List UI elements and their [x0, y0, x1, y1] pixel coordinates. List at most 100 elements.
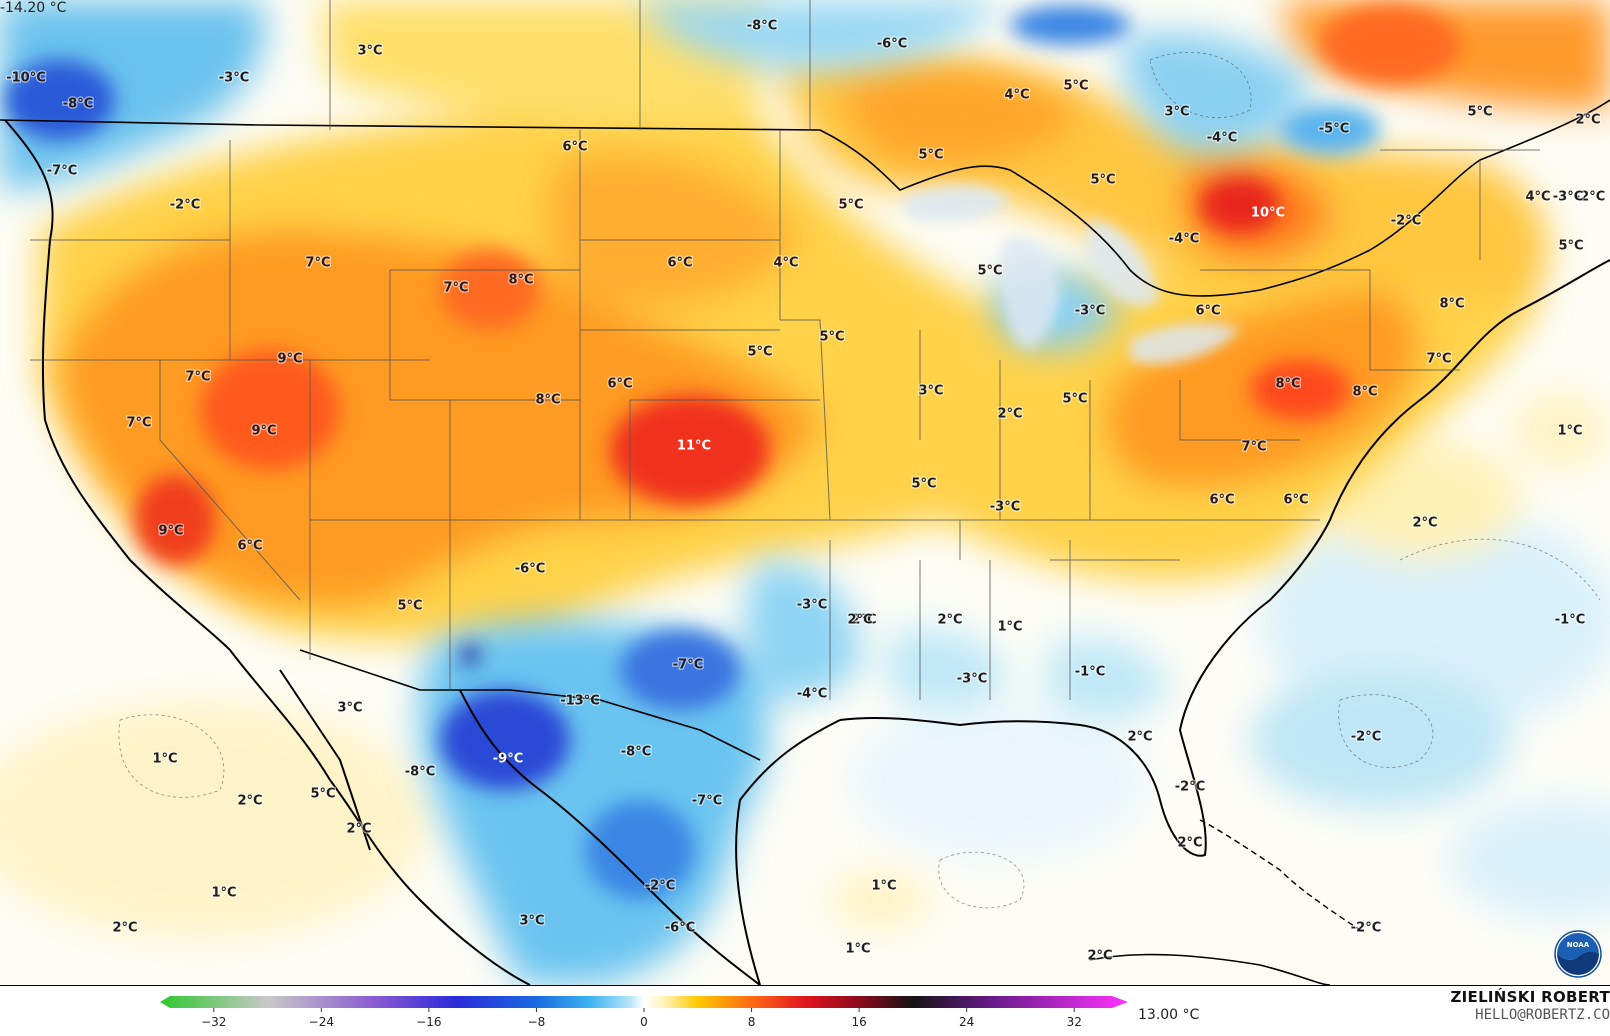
anomaly-label: -2°C: [1575, 190, 1605, 205]
anomaly-label: 1°C: [845, 942, 870, 957]
anomaly-label: 8°C: [1439, 297, 1464, 312]
anomaly-label: -5°C: [1319, 122, 1349, 137]
temperature-anomaly-map: 3°C -8°C -6°C -10°C -8°C -3°C -7°C -2°C …: [0, 0, 1610, 985]
anomaly-label: 6°C: [237, 539, 262, 554]
noaa-logo-icon: NOAA: [1554, 930, 1602, 978]
anomaly-label: 9°C: [277, 352, 302, 367]
anomaly-label: -8°C: [621, 745, 651, 760]
anomaly-label: -2°C: [1175, 780, 1205, 795]
credit-name: ZIELIŃSKI ROBERT: [1450, 988, 1610, 1006]
credit-email: HELLO@ROBERTZ.CO: [1475, 1007, 1610, 1023]
anomaly-label: -6°C: [515, 562, 545, 577]
colorbar-tick-label: 8: [748, 1015, 756, 1029]
anomaly-label: 2°C: [1177, 836, 1202, 851]
anomaly-label: 3°C: [357, 44, 382, 59]
anomaly-label: 7°C: [1426, 352, 1451, 367]
anomaly-label: 7°C: [126, 416, 151, 431]
anomaly-label: 6°C: [562, 140, 587, 155]
anomaly-label: -2°C: [1351, 730, 1381, 745]
anomaly-labels: 3°C -8°C -6°C -10°C -8°C -3°C -7°C -2°C …: [5, 17, 1607, 965]
colorbar-tick-label: −8: [528, 1015, 546, 1029]
anomaly-label: 9°C: [251, 424, 276, 439]
anomaly-label: 2°C: [847, 613, 872, 628]
anomaly-label: 8°C: [1275, 377, 1300, 392]
contour-lines: [118, 52, 1601, 909]
colorbar-ramp: [160, 996, 1128, 1008]
anomaly-label: 3°C: [1164, 105, 1189, 120]
anomaly-label: -2°C: [645, 879, 675, 894]
anomaly-label: -3°C: [797, 598, 827, 613]
anomaly-label: 10°C: [1251, 206, 1285, 221]
anomaly-label: -8°C: [747, 19, 777, 34]
anomaly-label: 2°C: [1575, 113, 1600, 128]
anomaly-label: 7°C: [185, 370, 210, 385]
anomaly-label: 7°C: [1241, 440, 1266, 455]
anomaly-label: 5°C: [1062, 392, 1087, 407]
anomaly-label: -6°C: [665, 921, 695, 936]
anomaly-label: 7°C: [443, 281, 468, 296]
anomaly-label: 7°C: [305, 256, 330, 271]
anomaly-label: 4°C: [1525, 190, 1550, 205]
colorbar-tick-label: −16: [416, 1015, 441, 1029]
anomaly-label: 5°C: [838, 198, 863, 213]
anomaly-label: 2°C: [851, 613, 876, 628]
anomaly-label: 6°C: [1283, 493, 1308, 508]
anomaly-label: -3°C: [990, 500, 1020, 515]
anomaly-label: 9°C: [158, 524, 183, 539]
colorbar-tick-label: −32: [201, 1015, 226, 1029]
anomaly-label: 5°C: [1090, 173, 1115, 188]
anomaly-label: 5°C: [977, 264, 1002, 279]
colorbar-tick-label: −24: [309, 1015, 334, 1029]
anomaly-label: -1°C: [1555, 613, 1585, 628]
anomaly-label: 6°C: [607, 377, 632, 392]
state-boundaries: [30, 0, 1540, 700]
anomaly-label: -3°C: [219, 71, 249, 86]
colorbar-tick-label: 24: [959, 1015, 974, 1029]
coastlines: [0, 99, 1610, 985]
anomaly-label: -3°C: [1075, 304, 1105, 319]
noaa-logo-text: NOAA: [1567, 941, 1590, 949]
anomaly-label: -2°C: [170, 198, 200, 213]
anomaly-label: 11°C: [677, 439, 711, 454]
anomaly-label: 5°C: [397, 599, 422, 614]
colorbar-min-label: -14.20 °C: [0, 0, 67, 16]
anomaly-label: -7°C: [692, 794, 722, 809]
anomaly-label: 2°C: [1087, 949, 1112, 964]
anomaly-label: -2°C: [1391, 214, 1421, 229]
anomaly-label: 1°C: [211, 886, 236, 901]
anomaly-label: 6°C: [667, 256, 692, 271]
anomaly-label: 5°C: [1558, 239, 1583, 254]
anomaly-label: -3°C: [957, 672, 987, 687]
anomaly-label: 8°C: [535, 393, 560, 408]
anomaly-label: 5°C: [747, 345, 772, 360]
anomaly-label: -9°C: [493, 752, 523, 767]
anomaly-label: 6°C: [1195, 304, 1220, 319]
anomaly-label: 1°C: [871, 879, 896, 894]
anomaly-label: 8°C: [1352, 385, 1377, 400]
colorbar-ticks: −32 −24 −16 −8 0 8 16 24 32: [201, 1008, 1082, 1029]
anomaly-label: 3°C: [519, 914, 544, 929]
anomaly-label: -4°C: [1169, 232, 1199, 247]
anomaly-label: -1°C: [1075, 665, 1105, 680]
anomaly-label: 2°C: [346, 822, 371, 837]
anomaly-label: -6°C: [877, 37, 907, 52]
anomaly-label: -8°C: [405, 765, 435, 780]
colorbar: −32 −24 −16 −8 0 8 16 24 32: [160, 996, 1128, 1029]
legend-footer: [0, 985, 1610, 1036]
anomaly-label: -7°C: [47, 164, 77, 179]
anomaly-label: 2°C: [1412, 516, 1437, 531]
anomaly-label: -3°C: [1553, 190, 1583, 205]
anomaly-label: -2°C: [1351, 921, 1381, 936]
anomaly-label: -13°C: [560, 694, 600, 709]
anomaly-label: -10°C: [6, 71, 46, 86]
anomaly-label: 5°C: [918, 148, 943, 163]
anomaly-label: 1°C: [1557, 424, 1582, 439]
anomaly-label: 3°C: [918, 384, 943, 399]
anomaly-label: 5°C: [310, 787, 335, 802]
anomaly-label: 6°C: [1209, 493, 1234, 508]
anomaly-label: -7°C: [673, 658, 703, 673]
anomaly-label: 4°C: [773, 256, 798, 271]
colorbar-max-label: 13.00 °C: [1138, 1007, 1200, 1023]
anomaly-label: 2°C: [237, 794, 262, 809]
anomaly-label: 3°C: [337, 701, 362, 716]
